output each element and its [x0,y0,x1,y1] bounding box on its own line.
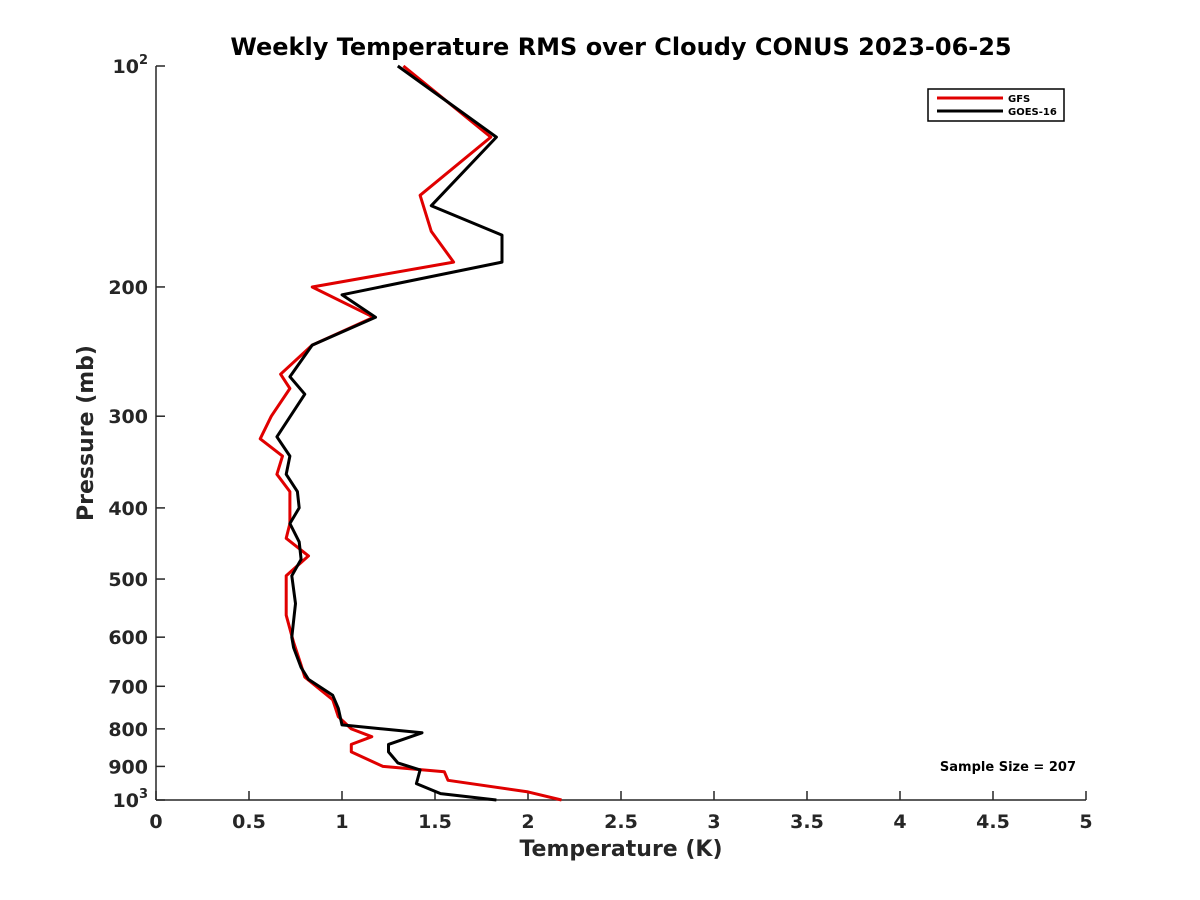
series-line-gfs [258,64,562,802]
legend-label-gfs: GFS [1008,94,1030,105]
y-tick-label: 600 [108,627,148,649]
legend-box [927,88,1065,122]
x-tick-label: 3 [707,811,720,833]
y-tick-base: 900 [108,756,148,778]
legend-label-goes16: GOES-16 [1008,107,1057,118]
x-tick-label: 2 [521,811,534,833]
y-tick-base: 10 [113,790,139,812]
y-tick-label: 700 [108,676,148,698]
y-tick-label: 200 [108,277,148,299]
y-tick-base: 10 [113,56,139,78]
chart-title: Weekly Temperature RMS over Cloudy CONUS… [230,33,1011,61]
x-tick-label: 3.5 [790,811,824,833]
y-tick-exponent: 2 [139,53,148,68]
x-tick-label: 5 [1079,811,1092,833]
y-tick-label: 800 [108,719,148,741]
y-tick-base: 700 [108,676,148,698]
y-tick-base: 400 [108,498,148,520]
x-tick-label: 0.5 [232,811,266,833]
x-tick-label: 1.5 [418,811,452,833]
x-tick-label: 4 [893,811,906,833]
series-line-goes16 [275,64,504,802]
y-tick-base: 800 [108,719,148,741]
x-axis-label: Temperature (K) [519,837,722,862]
series-layer [258,64,562,802]
y-tick-label: 102 [113,53,149,78]
x-tick-label: 0 [149,811,162,833]
y-tick-label: 103 [113,787,149,812]
x-tick-label: 4.5 [976,811,1010,833]
legend: GFS GOES-16 [927,88,1065,122]
y-tick-base: 600 [108,627,148,649]
x-tick-label: 2.5 [604,811,638,833]
axes [155,66,1086,801]
x-ticks: 0 0.5 1 1.5 2 2.5 3 3.5 4 4.5 5 [149,791,1093,833]
y-tick-label: 300 [108,406,148,428]
y-tick-base: 200 [108,277,148,299]
y-tick-label: 400 [108,498,148,520]
y-axis-label: Pressure (mb) [74,345,99,521]
sample-size-annotation: Sample Size = 207 [940,760,1076,775]
x-tick-label: 1 [335,811,348,833]
y-tick-base: 500 [108,569,148,591]
y-tick-label: 900 [108,756,148,778]
y-tick-base: 300 [108,406,148,428]
y-tick-exponent: 3 [139,787,148,802]
y-tick-label: 500 [108,569,148,591]
